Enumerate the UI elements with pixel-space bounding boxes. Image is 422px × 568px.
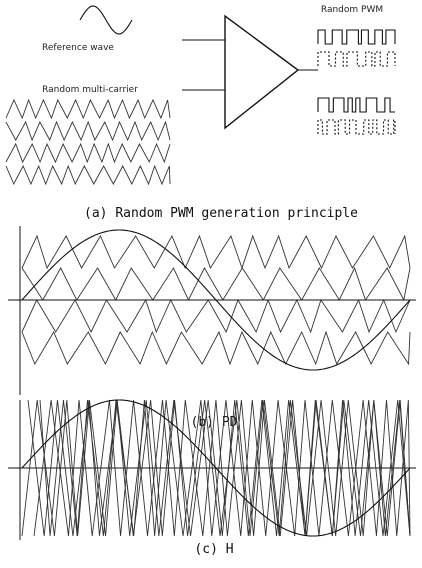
output-label: Random PWM bbox=[321, 5, 383, 15]
pwm-pulse bbox=[317, 119, 396, 135]
pwm-pulse bbox=[317, 97, 395, 113]
reference-wave bbox=[21, 399, 411, 537]
carrier bbox=[39, 399, 411, 537]
caption: (a) Random PWM generation principle bbox=[84, 206, 358, 221]
reference-label: Reference wave bbox=[42, 43, 114, 53]
carrier bbox=[21, 399, 411, 537]
carrier bbox=[5, 120, 171, 142]
carrier bbox=[21, 330, 411, 366]
carrier bbox=[21, 234, 411, 270]
carrier bbox=[21, 298, 411, 334]
caption: (c) H bbox=[194, 542, 233, 557]
reference-wave bbox=[21, 229, 411, 371]
carrier-label: Random multi-carrier bbox=[42, 85, 138, 95]
pwm-pulse bbox=[317, 51, 396, 67]
pwm-pulse bbox=[317, 29, 396, 45]
carrier bbox=[5, 142, 171, 164]
carrier bbox=[33, 399, 411, 537]
reference-wave bbox=[79, 5, 133, 35]
carrier bbox=[5, 164, 171, 186]
carrier bbox=[21, 266, 411, 302]
carrier bbox=[5, 98, 171, 120]
comparator bbox=[224, 14, 300, 130]
